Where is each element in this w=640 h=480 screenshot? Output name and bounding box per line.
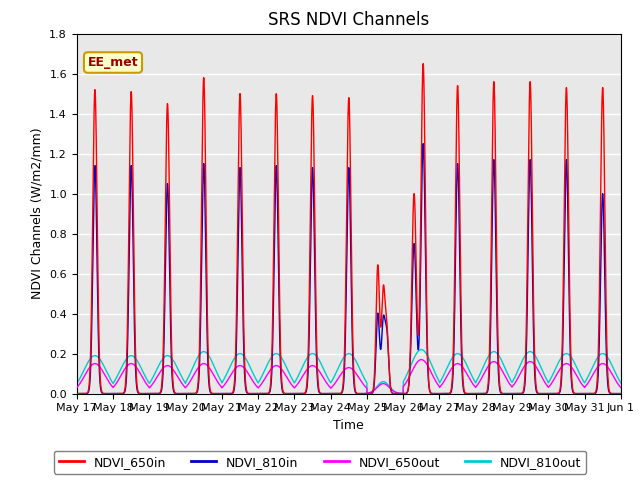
Title: SRS NDVI Channels: SRS NDVI Channels — [268, 11, 429, 29]
Text: EE_met: EE_met — [88, 56, 138, 69]
Legend: NDVI_650in, NDVI_810in, NDVI_650out, NDVI_810out: NDVI_650in, NDVI_810in, NDVI_650out, NDV… — [54, 451, 586, 474]
Y-axis label: NDVI Channels (W/m2/mm): NDVI Channels (W/m2/mm) — [31, 128, 44, 300]
X-axis label: Time: Time — [333, 419, 364, 432]
